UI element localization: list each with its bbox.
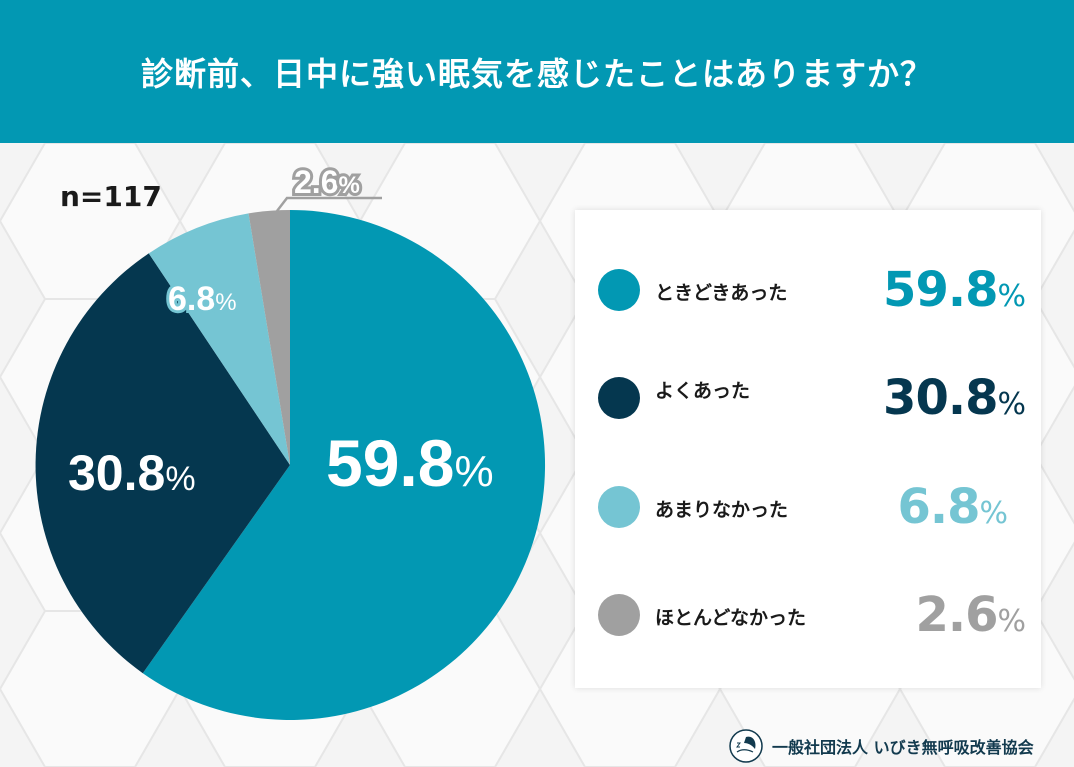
- chart-title: 診断前、日中に強い眠気を感じたことはありますか？: [140, 54, 933, 93]
- sample-size-label: n=117: [60, 180, 162, 213]
- legend-dot-gray-icon: [598, 594, 640, 636]
- legend-panel: ときどきあった 59.8% よくあった 30.8% あまりなかった 6.8% ほ…: [575, 210, 1041, 688]
- organization-name: 一般社団法人 いびき無呼吸改善協会: [772, 738, 1034, 757]
- title-banner: 診断前、日中に強い眠気を感じたことはありますか？: [0, 0, 1074, 143]
- legend-item-almost-never: ほとんどなかった 2.6%: [575, 585, 1041, 645]
- sleeping-person-logo-icon: [729, 729, 763, 763]
- legend-dot-navy-icon: [598, 377, 640, 419]
- legend-value: 2.6%: [915, 587, 1026, 643]
- legend-value: 59.8%: [883, 262, 1026, 318]
- pie-chart: 59.8% 30.8% 6.8% 2.6%: [35, 161, 546, 720]
- legend-dot-teal-icon: [598, 269, 640, 311]
- pie-label-often: 30.8%: [68, 445, 196, 501]
- legend-label: あまりなかった: [655, 499, 789, 521]
- pie-slice-almost-never: [248, 210, 290, 465]
- legend-item-often: よくあった 30.8%: [575, 368, 1041, 428]
- legend-label: よくあった: [655, 380, 751, 402]
- legend-item-rarely: あまりなかった 6.8%: [575, 477, 1041, 537]
- pie-label-almost-never: 2.6%: [294, 164, 360, 200]
- legend-dot-light-blue-icon: [598, 486, 640, 528]
- legend-item-sometimes: ときどきあった 59.8%: [575, 260, 1041, 320]
- pie-label-sometimes: 59.8%: [326, 426, 494, 500]
- pie-slice-sometimes: [142, 210, 546, 720]
- legend-value: 6.8%: [897, 479, 1008, 535]
- legend-value: 30.8%: [883, 370, 1026, 426]
- pie-label-rarely: 6.8%: [168, 280, 237, 318]
- legend-label: ときどきあった: [655, 282, 788, 304]
- legend-label: ほとんどなかった: [655, 607, 807, 629]
- pie-slice-often: [35, 253, 291, 674]
- pie-slice-rarely: [148, 213, 290, 465]
- organization-footer: 一般社団法人 いびき無呼吸改善協会: [728, 728, 1034, 764]
- callout-line: [276, 196, 382, 212]
